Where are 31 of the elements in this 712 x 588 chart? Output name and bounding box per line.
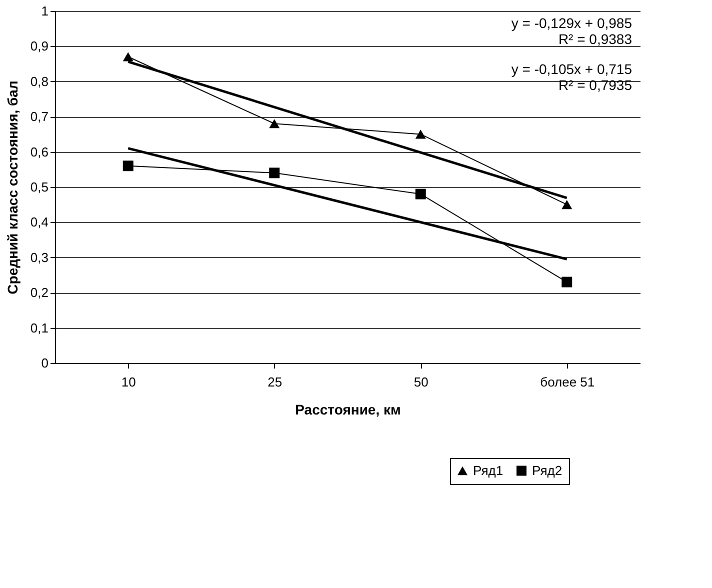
legend-label: Ряд2	[532, 462, 562, 478]
point	[122, 160, 134, 172]
y-tick-label: 0,4	[30, 214, 48, 230]
point	[122, 52, 134, 62]
y-tick-label: 0	[41, 356, 48, 370]
point	[562, 200, 572, 210]
y-tick-label: 0,2	[30, 285, 48, 300]
point	[562, 276, 572, 288]
x-tick-label: 10	[121, 374, 136, 390]
point	[269, 168, 280, 178]
annotation: y = -0,129x + 0,985	[511, 15, 632, 31]
point	[415, 130, 426, 139]
annotation: R² = 0,7935	[558, 77, 632, 93]
x-tick-label: 50	[414, 374, 428, 390]
x-axis-title: Расстояние, км	[295, 402, 401, 418]
y-tick-label: 0,8	[30, 74, 48, 89]
y-tick-label: 0,7	[30, 109, 48, 124]
y-tick-label: 0,3	[30, 250, 48, 265]
y-tick-label: 0,9	[30, 38, 48, 54]
annotation: y = -0,105x + 0,715	[511, 61, 632, 77]
legend-label: Ряд1	[473, 462, 504, 478]
point	[415, 188, 426, 200]
y-tick-label: 1	[41, 4, 48, 18]
y-axis-title: Средний класс состояния, бал	[4, 80, 20, 294]
annotation: R² = 0,9383	[558, 31, 632, 47]
y-tick-label: 0,6	[30, 144, 48, 160]
point	[269, 119, 280, 128]
y-tick-label: 0,1	[30, 320, 48, 336]
y-tick-label: 0,5	[30, 180, 48, 194]
x-tick-label: более 51	[540, 374, 595, 390]
x-tick-label: 25	[268, 374, 282, 390]
